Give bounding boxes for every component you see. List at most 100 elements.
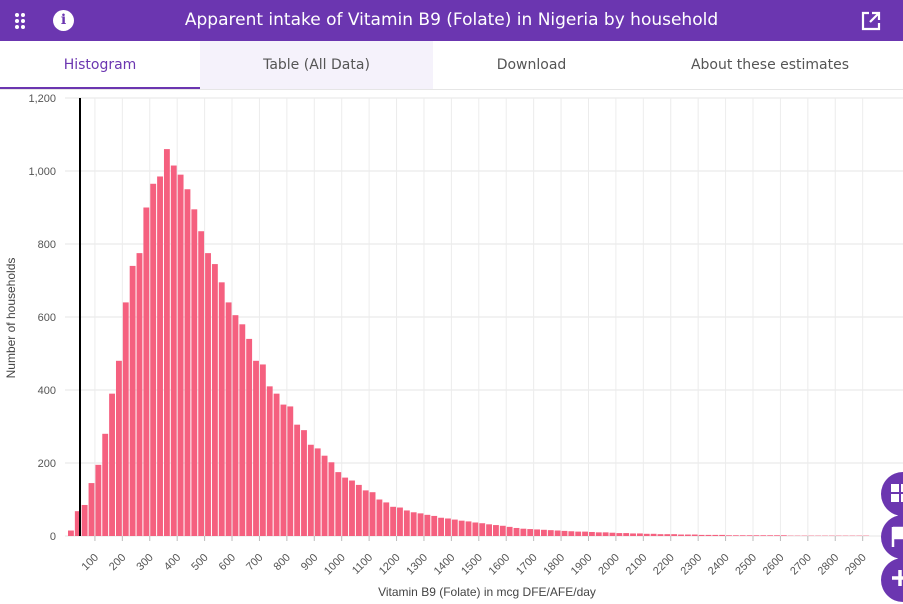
histogram-bar — [520, 528, 527, 536]
histogram-bar — [376, 499, 383, 536]
histogram-bar — [739, 535, 746, 536]
histogram-bar — [136, 253, 143, 536]
x-tick-label: 900 — [299, 552, 320, 573]
histogram-bar — [397, 507, 403, 536]
x-tick-label: 1500 — [459, 552, 485, 578]
histogram-bar — [445, 518, 451, 536]
info-icon[interactable]: i — [53, 10, 74, 31]
histogram-bar — [438, 517, 445, 536]
histogram-bar — [239, 324, 246, 536]
histogram-bar — [595, 532, 602, 536]
x-tick-label: 2700 — [788, 552, 814, 578]
flag-fab[interactable] — [881, 515, 903, 559]
histogram-bar — [342, 477, 349, 536]
x-tick-label: 200 — [107, 552, 128, 573]
y-tick-label: 1,200 — [28, 93, 56, 105]
histogram-bar — [307, 444, 314, 536]
histogram-bar — [534, 529, 540, 536]
apps-grid-icon[interactable] — [14, 12, 32, 30]
histogram-bar — [355, 484, 362, 536]
histogram-bar — [417, 513, 424, 536]
histogram-bar — [205, 253, 211, 536]
histogram-bar — [191, 209, 198, 536]
histogram-bar — [582, 531, 588, 536]
histogram-bar — [184, 189, 191, 536]
histogram-bar — [609, 532, 616, 536]
histogram-bar — [431, 515, 438, 536]
dashboard-icon — [891, 484, 903, 502]
x-tick-label: 2800 — [816, 552, 842, 578]
x-tick-label: 2200 — [651, 552, 677, 578]
histogram-bar — [314, 448, 321, 536]
histogram-bar — [362, 490, 369, 536]
histogram-bar — [74, 511, 81, 536]
histogram-bar — [630, 533, 636, 536]
x-tick-label: 2100 — [624, 552, 650, 578]
y-tick-label: 200 — [38, 458, 56, 470]
histogram-bar — [623, 533, 630, 536]
histogram-bar — [684, 534, 691, 536]
histogram-bar — [486, 524, 493, 536]
histogram-bar — [115, 360, 122, 536]
histogram-bar — [691, 534, 698, 536]
histogram-bar — [321, 455, 328, 536]
histogram-bar — [588, 531, 595, 536]
x-tick-label: 2300 — [678, 552, 704, 578]
histogram-bar — [328, 462, 335, 536]
histogram-bar — [712, 534, 719, 536]
x-tick-label: 700 — [244, 552, 265, 573]
x-tick-label: 600 — [217, 552, 238, 573]
y-axis-label: Number of households — [4, 258, 18, 379]
x-tick-label: 1800 — [541, 552, 567, 578]
histogram-bar — [767, 535, 774, 536]
x-tick-label: 1700 — [514, 552, 540, 578]
histogram-bar — [410, 512, 417, 536]
x-tick-label: 2900 — [843, 552, 869, 578]
histogram-bar — [527, 529, 534, 536]
x-tick-label: 2000 — [596, 552, 622, 578]
histogram-bar — [335, 472, 342, 536]
histogram-bar — [493, 525, 499, 536]
histogram-bar — [719, 534, 726, 536]
histogram-chart: 0 200 400 600 800 1,000 1,200 100 200 300 400 500 60… — [4, 93, 903, 599]
x-tick-label: 500 — [189, 552, 210, 573]
x-tick-label: 2600 — [761, 552, 787, 578]
histogram-bar — [746, 535, 753, 536]
x-tick-label: 300 — [134, 552, 155, 573]
histogram-bar — [177, 174, 184, 536]
histogram-bar — [554, 530, 561, 536]
y-tick-label: 1,000 — [28, 166, 56, 178]
histogram-bar — [547, 530, 554, 536]
y-tick-label: 400 — [38, 385, 56, 397]
histogram-bar — [129, 265, 136, 536]
add-icon — [892, 570, 903, 586]
add-fab[interactable] — [881, 558, 903, 602]
x-tick-label: 2400 — [706, 552, 732, 578]
x-tick-label: 2500 — [733, 552, 759, 578]
tab-table-all-data[interactable]: Table (All Data) — [200, 41, 433, 89]
histogram-bar — [568, 531, 575, 536]
histogram-bar — [732, 535, 739, 536]
app-header: i Apparent intake of Vitamin B9 (Folate)… — [0, 0, 903, 41]
tab-histogram[interactable]: Histogram — [0, 41, 200, 89]
histogram-bar — [678, 534, 684, 536]
histogram-bar — [211, 264, 218, 536]
histogram-bar — [650, 533, 657, 536]
histogram-bar — [698, 534, 705, 536]
histogram-bar — [664, 534, 671, 536]
dashboard-fab[interactable] — [881, 472, 903, 516]
histogram-bar — [266, 386, 273, 536]
histogram-bar — [602, 532, 609, 536]
tab-about-these-estimates[interactable]: About these estimates — [690, 57, 850, 73]
histogram-bar — [157, 176, 163, 536]
histogram-bar — [506, 526, 513, 536]
histogram-bar — [540, 529, 547, 536]
histogram-bar — [259, 364, 266, 536]
histogram-bar — [150, 183, 157, 536]
open-external-icon[interactable] — [861, 11, 881, 31]
tab-download[interactable]: Download — [496, 57, 567, 73]
histogram-bar — [369, 492, 376, 536]
histogram-bar — [143, 207, 150, 536]
histogram-bar — [253, 360, 259, 536]
histogram-bar — [68, 530, 74, 536]
